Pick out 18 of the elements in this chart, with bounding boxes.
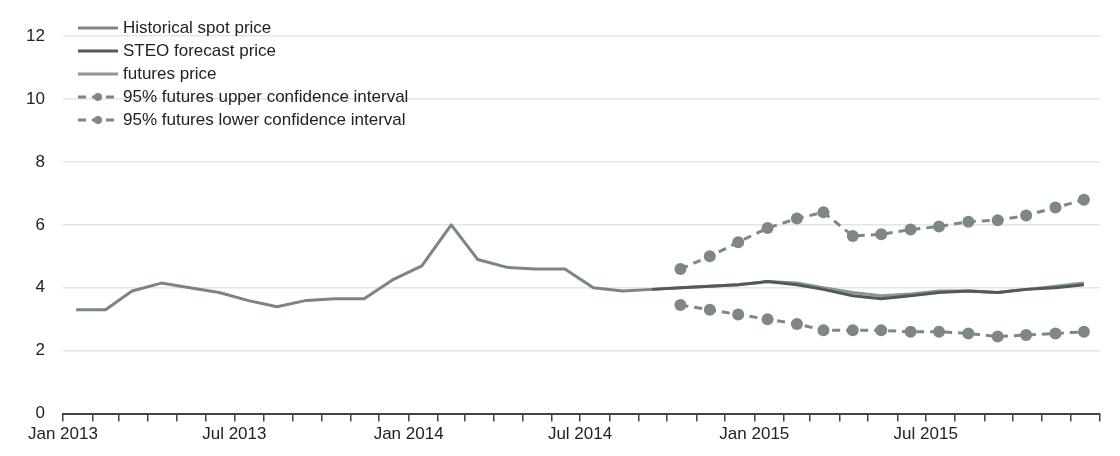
y-tick-label: 12 <box>25 25 45 45</box>
legend-label: 95% futures lower confidence interval <box>123 109 406 131</box>
legend-label: Historical spot price <box>123 17 272 39</box>
x-tick-label: Jul 2015 <box>893 424 958 444</box>
y-tick-label: 2 <box>35 340 45 360</box>
x-tick-label: Jan 2013 <box>27 424 98 444</box>
y-tick-label: 8 <box>35 151 45 171</box>
x-tick-label: Jul 2013 <box>202 424 267 444</box>
y-tick-label: 4 <box>35 277 45 297</box>
legend-label: 95% futures upper confidence interval <box>123 86 409 108</box>
legend-label: futures price <box>123 63 217 85</box>
y-tick-label: 0 <box>35 403 45 423</box>
x-tick-label: Jan 2014 <box>373 424 444 444</box>
x-tick-label: Jul 2014 <box>547 424 613 444</box>
x-tick-label: Jan 2015 <box>719 424 790 444</box>
y-tick-label: 10 <box>25 88 45 108</box>
y-tick-label: 6 <box>35 214 45 234</box>
legend-label: STEO forecast price <box>123 40 277 62</box>
